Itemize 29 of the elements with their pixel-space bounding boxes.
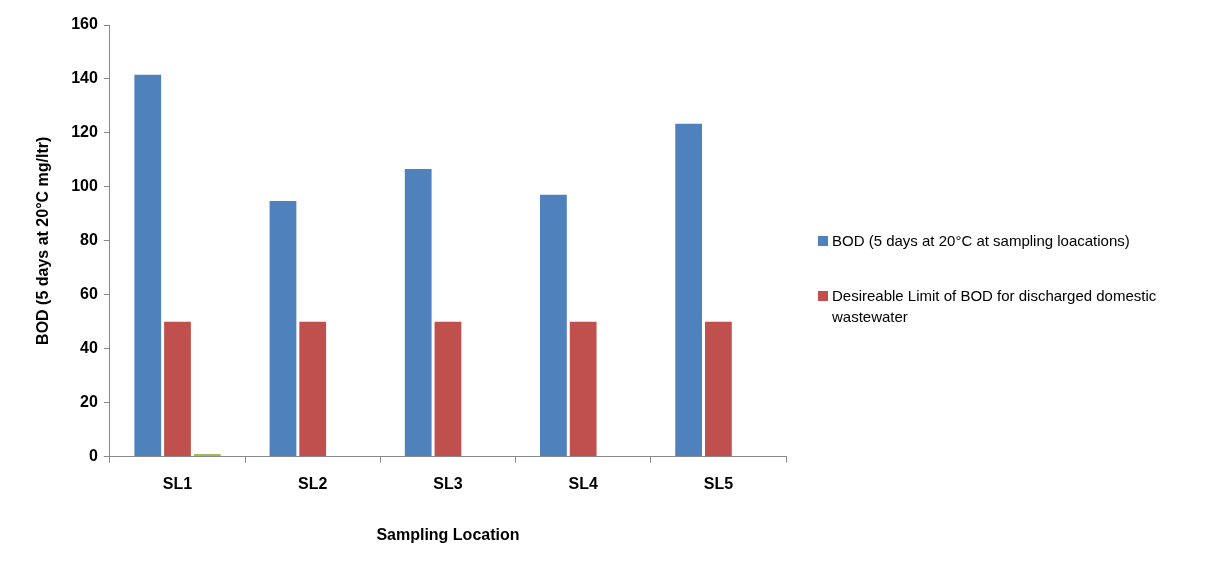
bar xyxy=(299,321,327,457)
legend-label: BOD (5 days at 20°C at sampling loacations) xyxy=(832,231,1130,251)
y-tick-label: 120 xyxy=(71,123,98,141)
y-tick-label: 160 xyxy=(71,15,98,33)
x-axis-title: Sampling Location xyxy=(376,525,520,543)
bar xyxy=(404,169,432,457)
y-tick-label: 0 xyxy=(88,447,98,465)
bar xyxy=(434,321,462,457)
x-tick-label: SL1 xyxy=(162,474,193,492)
y-tick-label: 40 xyxy=(80,339,98,357)
x-tick-label: SL5 xyxy=(703,474,734,492)
bar xyxy=(193,453,221,457)
y-tick-label: 140 xyxy=(71,69,98,87)
bar xyxy=(269,200,297,457)
y-tick-label: 60 xyxy=(80,285,98,303)
y-tick-label: 100 xyxy=(71,177,98,195)
x-tick-label: SL4 xyxy=(568,474,598,492)
legend-label: Desireable Limit of BOD for discharged domestic wastewater xyxy=(832,286,1158,327)
y-tick-label: 80 xyxy=(80,231,98,249)
y-axis-title: BOD (5 days at 20°C mg/ltr) xyxy=(34,136,52,345)
x-tick-label: SL3 xyxy=(433,474,463,492)
bar xyxy=(569,321,597,457)
bar xyxy=(705,321,732,457)
bar xyxy=(675,123,703,457)
bar xyxy=(164,321,191,457)
x-tick-label: SL2 xyxy=(298,474,328,492)
y-tick-label: 20 xyxy=(80,393,98,411)
bar xyxy=(134,74,162,457)
bar xyxy=(540,194,567,457)
